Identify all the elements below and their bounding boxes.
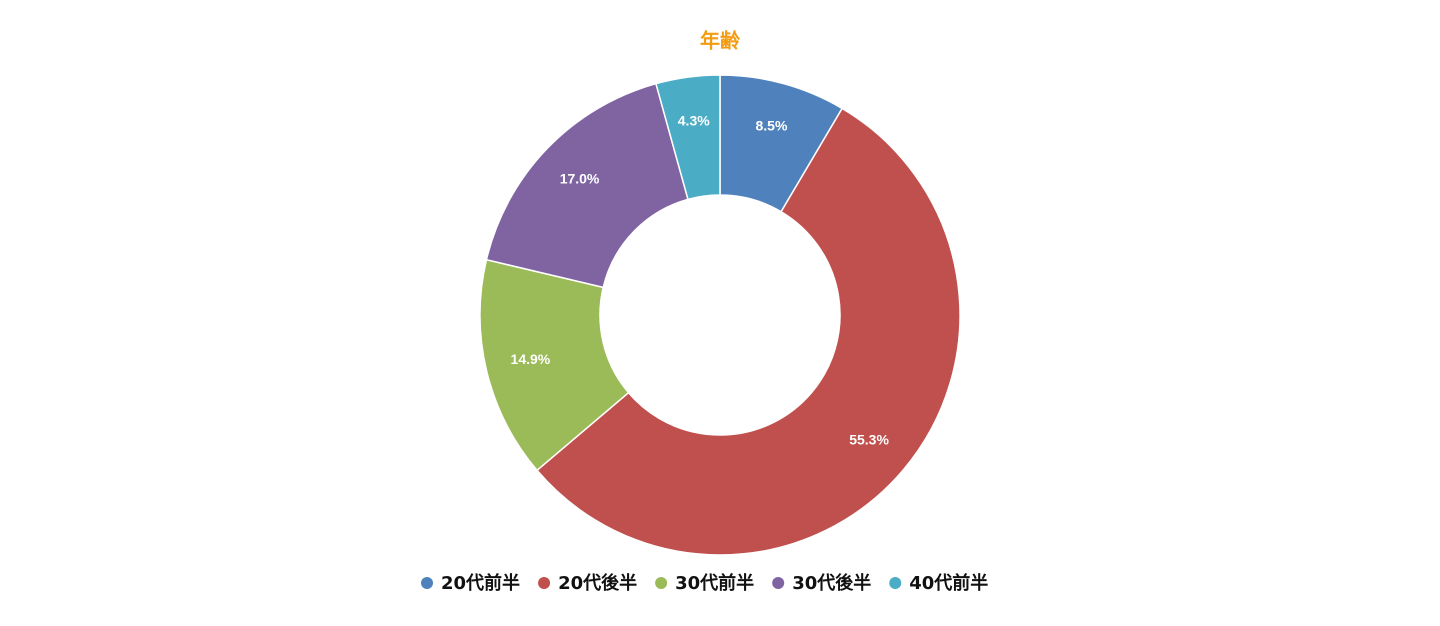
legend-label: 30代前半 xyxy=(675,572,754,594)
donut-slice xyxy=(479,258,630,472)
legend-marker xyxy=(655,577,668,589)
data-label: 17.0% xyxy=(560,170,600,186)
legend-marker xyxy=(772,577,785,589)
data-label: 14.9% xyxy=(511,351,551,367)
donut-slice xyxy=(485,82,689,289)
data-label: 8.5% xyxy=(755,118,787,134)
donut-slice xyxy=(535,107,961,556)
chart-title: 年齢 xyxy=(700,28,741,52)
legend-marker xyxy=(538,577,551,589)
data-label: 4.3% xyxy=(678,112,710,128)
legend-marker xyxy=(421,577,433,589)
legend-label: 20代前半 xyxy=(441,572,520,594)
legend-label: 30代後半 xyxy=(792,572,871,594)
donut-slice xyxy=(655,74,721,201)
legend-marker xyxy=(889,577,902,589)
legend-label: 20代後半 xyxy=(558,572,637,594)
legend-label: 40代前半 xyxy=(909,572,988,594)
data-label: 55.3% xyxy=(849,431,889,447)
